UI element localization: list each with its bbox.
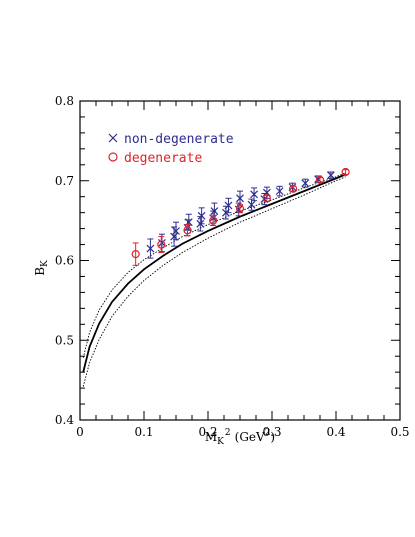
y-tick-label: 0.5 [55,333,74,347]
data-point-degenerate [235,204,245,214]
data-point-non-degenerate [326,171,335,180]
data-point-degenerate [262,194,271,203]
data-point-degenerate [289,184,298,193]
data-point-non-degenerate [250,187,259,202]
fit-central-curve [82,173,346,373]
y-axis-title-main: B [33,267,47,276]
y-tick-label: 0.8 [55,94,74,108]
x-axis-title-sup: 2 [225,428,231,438]
data-point-non-degenerate [275,185,284,197]
fit-curves [82,172,346,387]
data-point-non-degenerate [146,238,155,259]
legend-label-degenerate: degenerate [124,151,202,166]
y-tick-label: 0.7 [55,174,74,188]
x-tick-label: 0 [76,425,84,439]
data-point-degenerate [183,224,192,237]
x-axis-title-unit-close: ) [270,430,275,444]
data-point-non-degenerate [172,221,180,241]
x-axis-title-unit-sup: 2 [265,428,271,438]
legend-x-marker-icon [108,133,118,143]
data-point-degenerate [315,175,325,185]
fit-lower-band [82,176,346,387]
data-point-non-degenerate [197,207,206,225]
legend-circle-marker-icon [108,152,118,162]
x-tick-label: 0.2 [198,425,217,439]
x-tick-label: 0.4 [326,425,345,439]
legend: non-degenerate degenerate [108,132,234,166]
data-point-degenerate [131,242,140,266]
data-point-non-degenerate [184,213,193,231]
x-tick-label: 0.5 [390,425,409,439]
x-axis-title-sub: K [217,437,224,447]
fit-upper-band [82,172,346,358]
data-point-non-degenerate [301,178,310,188]
data-point-degenerate [209,215,218,226]
legend-item-degenerate: degenerate [108,151,202,166]
x-tick-label: 0.3 [262,425,281,439]
y-axis-title-sub: K [40,260,50,267]
axis-ticks [79,100,401,421]
x-axis-title-unit: (GeV [235,430,265,444]
y-tick-label: 0.4 [55,413,74,427]
legend-label-non-degenerate: non-degenerate [124,132,234,147]
data-point-degenerate [341,167,350,177]
legend-item-non-degenerate: non-degenerate [108,132,234,147]
y-axis-title: BK [33,260,50,276]
x-axis-title-main: M [205,430,217,444]
plot-frame [79,100,401,421]
y-tick-label: 0.6 [55,254,74,268]
x-tick-label: 0.1 [134,425,153,439]
data-point-degenerate [157,236,166,254]
data-point-non-degenerate [224,197,233,214]
tick-labels: 0 0.1 0.2 0.3 0.4 0.5 0.4 0.5 0.6 0.7 0.8 [55,94,410,439]
data-points [131,167,350,266]
x-axis-title: MK2 (GeV2) [205,428,275,447]
